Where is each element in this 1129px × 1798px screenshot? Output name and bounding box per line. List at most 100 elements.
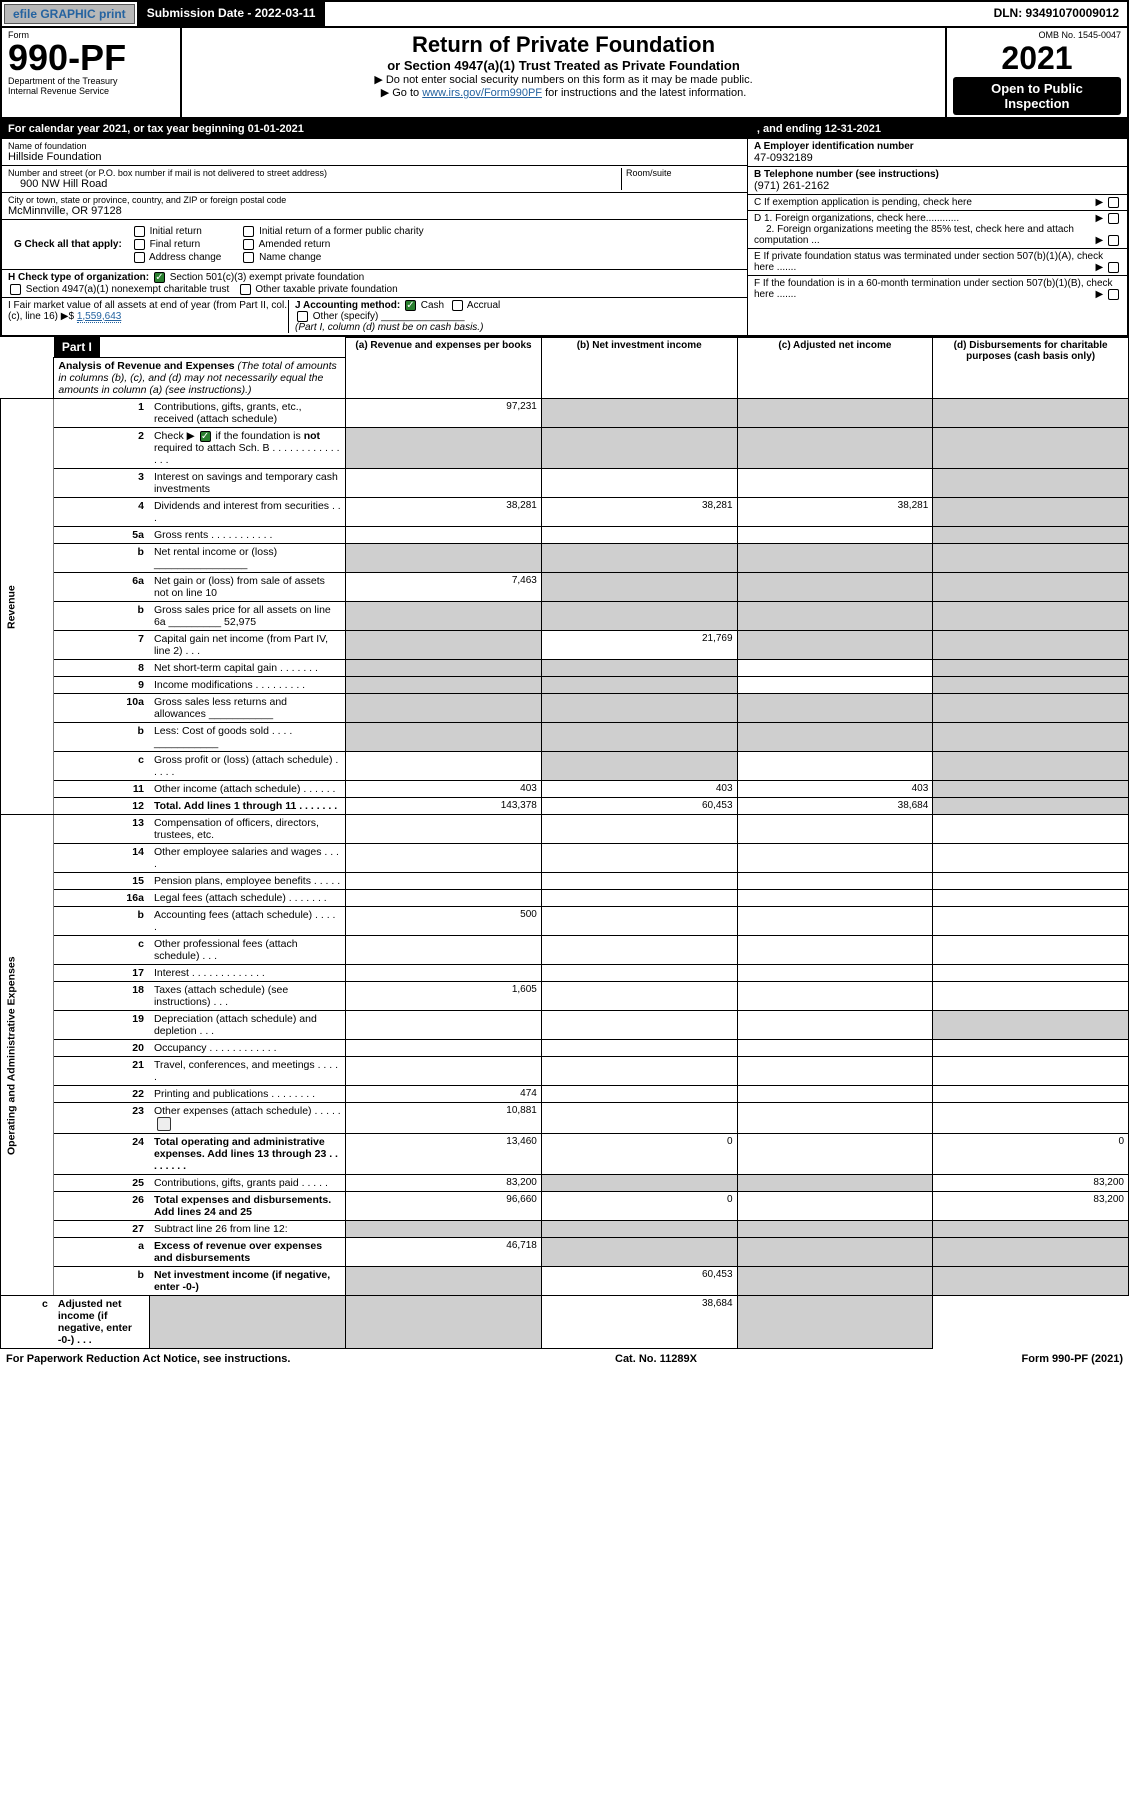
checkbox-d2[interactable] <box>1108 235 1119 246</box>
line-number: 11 <box>54 781 150 798</box>
checkbox-4947a1[interactable] <box>10 284 21 295</box>
line-label: Dividends and interest from securities .… <box>150 498 346 527</box>
line-label: Check ▶ if the foundation is not require… <box>150 428 346 469</box>
cell-a: 97,231 <box>346 399 542 428</box>
cell-b <box>541 1103 737 1134</box>
checkbox-501c3[interactable] <box>154 272 165 283</box>
table-row: 4Dividends and interest from securities … <box>1 498 1129 527</box>
cell-d <box>737 1296 933 1349</box>
line-number: 6a <box>54 573 150 602</box>
cell-a: 7,463 <box>346 573 542 602</box>
cell-b: 0 <box>541 1192 737 1221</box>
line-number: 22 <box>54 1086 150 1103</box>
checkbox-accrual[interactable] <box>452 300 463 311</box>
cell-a <box>346 1221 542 1238</box>
cell-a <box>346 965 542 982</box>
cell-c <box>737 982 933 1011</box>
cell-b <box>541 1086 737 1103</box>
checkbox-e[interactable] <box>1108 262 1119 273</box>
cell-d <box>933 936 1129 965</box>
cell-b <box>541 694 737 723</box>
cell-b <box>541 1057 737 1086</box>
line-number: b <box>54 907 150 936</box>
cell-c <box>737 573 933 602</box>
cell-c <box>737 428 933 469</box>
cell-b <box>541 573 737 602</box>
cell-d <box>933 544 1129 573</box>
col-a: (a) Revenue and expenses per books <box>355 340 531 351</box>
cell-a <box>346 936 542 965</box>
j-note: (Part I, column (d) must be on cash basi… <box>295 322 483 333</box>
cell-b <box>541 1011 737 1040</box>
dept-treasury: Department of the Treasury <box>8 76 174 86</box>
checkbox-f[interactable] <box>1108 289 1119 300</box>
cell-d <box>933 428 1129 469</box>
c-label: C If exemption application is pending, c… <box>754 197 972 208</box>
cell-b: 21,769 <box>541 631 737 660</box>
cell-a <box>346 469 542 498</box>
irs-link[interactable]: www.irs.gov/Form990PF <box>422 87 542 99</box>
cell-a <box>346 844 542 873</box>
footer-right: Form 990-PF (2021) <box>1022 1353 1123 1365</box>
table-row: aExcess of revenue over expenses and dis… <box>1 1238 1129 1267</box>
checkbox-initial-return[interactable] <box>134 226 145 237</box>
cell-c <box>737 936 933 965</box>
d1-label: D 1. Foreign organizations, check here..… <box>754 213 959 224</box>
checkbox-c[interactable] <box>1108 197 1119 208</box>
cell-c <box>737 399 933 428</box>
cell-c <box>737 602 933 631</box>
open-public-badge: Open to Public Inspection <box>953 77 1121 115</box>
fmv-link[interactable]: 1,559,643 <box>77 311 122 323</box>
line-number: 19 <box>54 1011 150 1040</box>
table-row: 20Occupancy . . . . . . . . . . . . <box>1 1040 1129 1057</box>
checkbox-name-change[interactable] <box>243 252 254 263</box>
footer-mid: Cat. No. 11289X <box>615 1353 697 1365</box>
cell-d: 0 <box>933 1134 1129 1175</box>
cell-b <box>541 544 737 573</box>
cell-b: 60,453 <box>541 798 737 815</box>
cell-b <box>541 602 737 631</box>
cell-b: 0 <box>541 1134 737 1175</box>
h-label: H Check type of organization: <box>8 273 149 284</box>
table-row: 17Interest . . . . . . . . . . . . . <box>1 965 1129 982</box>
calendar-year-row: For calendar year 2021, or tax year begi… <box>0 119 1129 139</box>
checkbox-cash[interactable] <box>405 300 416 311</box>
checkbox-final-return[interactable] <box>134 239 145 250</box>
checkbox-d1[interactable] <box>1108 213 1119 224</box>
cell-b <box>541 677 737 694</box>
city-label: City or town, state or province, country… <box>8 195 741 205</box>
line-label: Other income (attach schedule) . . . . .… <box>150 781 346 798</box>
form-note1: ▶ Do not enter social security numbers o… <box>188 73 939 86</box>
cell-a: 500 <box>346 907 542 936</box>
cell-c <box>737 1192 933 1221</box>
checkbox-addr-change[interactable] <box>134 252 145 263</box>
line-number: 18 <box>54 982 150 1011</box>
name-label: Name of foundation <box>8 141 741 151</box>
checkbox-amended[interactable] <box>243 239 254 250</box>
checkbox-initial-public[interactable] <box>243 226 254 237</box>
checkbox-other-method[interactable] <box>297 311 308 322</box>
attachment-icon[interactable] <box>157 1117 171 1131</box>
form-subtitle: or Section 4947(a)(1) Trust Treated as P… <box>188 58 939 73</box>
checkbox-other-taxable[interactable] <box>240 284 251 295</box>
cell-d <box>933 815 1129 844</box>
line-label: Travel, conferences, and meetings . . . … <box>150 1057 346 1086</box>
cell-c <box>737 660 933 677</box>
cell-c: 38,684 <box>541 1296 737 1349</box>
line-label: Capital gain net income (from Part IV, l… <box>150 631 346 660</box>
line-label: Legal fees (attach schedule) . . . . . .… <box>150 890 346 907</box>
cell-d <box>933 469 1129 498</box>
cell-c <box>737 1175 933 1192</box>
line-number: 12 <box>54 798 150 815</box>
cell-a <box>346 631 542 660</box>
cell-c <box>737 544 933 573</box>
cell-b <box>541 982 737 1011</box>
table-row: bAccounting fees (attach schedule) . . .… <box>1 907 1129 936</box>
line-number: 26 <box>54 1192 150 1221</box>
table-row: 27Subtract line 26 from line 12: <box>1 1221 1129 1238</box>
addr-label: Number and street (or P.O. box number if… <box>8 168 621 178</box>
cell-b <box>541 723 737 752</box>
line-label: Less: Cost of goods sold . . . . _______… <box>150 723 346 752</box>
checkbox-sch-b[interactable] <box>200 431 211 442</box>
efile-print-button[interactable]: efile GRAPHIC print <box>4 4 135 24</box>
